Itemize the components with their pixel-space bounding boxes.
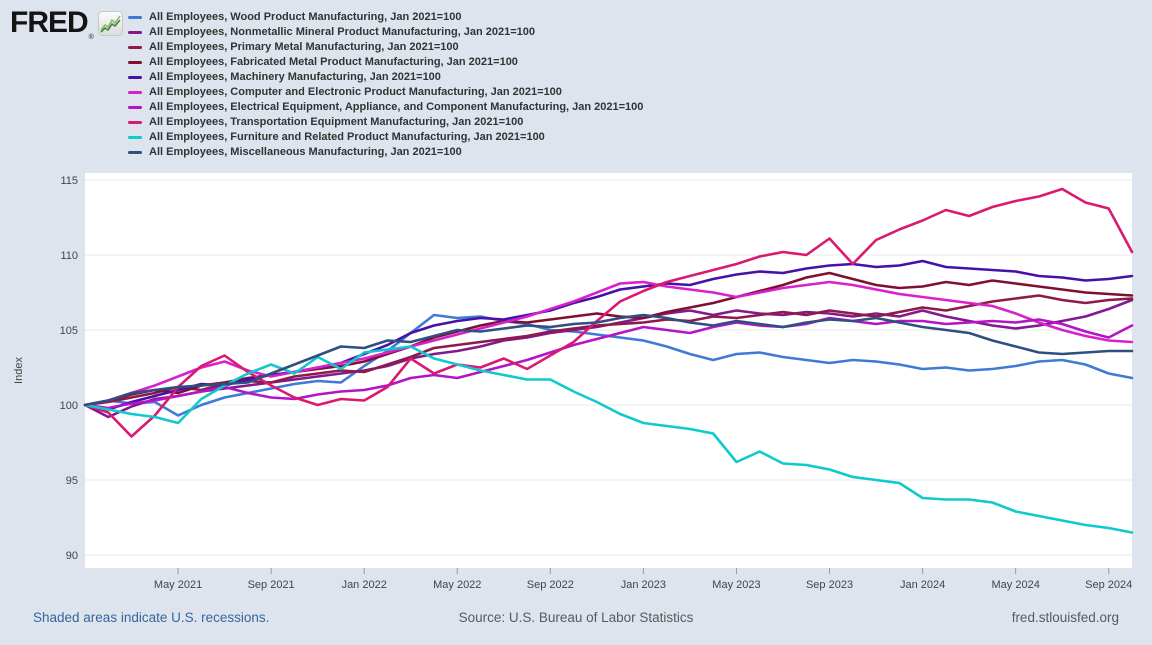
legend-label: All Employees, Primary Metal Manufacturi… <box>149 41 459 53</box>
y-axis-title: Index <box>13 357 25 384</box>
legend-label: All Employees, Electrical Equipment, App… <box>149 101 644 113</box>
series-line-computer-and-electronic-product-manufacturing <box>83 280 1134 407</box>
y-axis-tick-label: 110 <box>60 250 78 262</box>
legend-label: All Employees, Nonmetallic Mineral Produ… <box>149 26 536 38</box>
x-axis-tick-label: Jan 2022 <box>342 579 387 591</box>
y-axis-tick-label: 95 <box>66 475 78 487</box>
legend-swatch <box>128 106 142 109</box>
fred-logo-text: FRED <box>10 6 89 39</box>
fred-logo-registered-mark: ® <box>88 34 94 41</box>
legend-label: All Employees, Machinery Manufacturing, … <box>149 71 441 83</box>
series-line-furniture-and-related-product-manufacturing <box>83 345 1134 534</box>
legend-swatch <box>128 151 142 154</box>
chart-footer: Shaded areas indicate U.S. recessions. S… <box>0 603 1152 633</box>
series-line-electrical-equipment-appliance-and-component-manufacturing <box>83 316 1134 410</box>
y-axis-tick-label: 105 <box>60 325 78 337</box>
series-line-miscellaneous-manufacturing <box>83 313 1134 407</box>
x-axis-tick-label: Sep 2024 <box>1085 579 1132 591</box>
x-axis-tick-label: May 2022 <box>433 579 481 591</box>
recessions-note-link[interactable]: Shaded areas indicate U.S. recessions. <box>33 610 270 625</box>
x-axis-tick-label: May 2023 <box>712 579 760 591</box>
legend-item: All Employees, Wood Product Manufacturin… <box>128 10 643 25</box>
legend-swatch <box>128 31 142 34</box>
legend-label: All Employees, Miscellaneous Manufacturi… <box>149 146 462 158</box>
fred-logo-chart-icon <box>97 11 123 41</box>
legend-swatch <box>128 46 142 49</box>
legend-label: All Employees, Wood Product Manufacturin… <box>149 11 462 23</box>
fred-logo[interactable]: FRED ® <box>10 6 123 41</box>
legend-item: All Employees, Fabricated Metal Product … <box>128 55 643 70</box>
legend-item: All Employees, Furniture and Related Pro… <box>128 130 643 145</box>
series-line-primary-metal-manufacturing <box>83 294 1134 407</box>
y-axis-tick-label: 100 <box>60 400 78 412</box>
legend-swatch <box>128 76 142 79</box>
legend-item: All Employees, Transportation Equipment … <box>128 115 643 130</box>
y-axis-tick-label: 90 <box>66 550 78 562</box>
chart-legend: All Employees, Wood Product Manufacturin… <box>128 10 643 160</box>
legend-item: All Employees, Primary Metal Manufacturi… <box>128 40 643 55</box>
legend-swatch <box>128 121 142 124</box>
y-axis-tick-label: 115 <box>60 175 78 187</box>
legend-label: All Employees, Furniture and Related Pro… <box>149 131 545 143</box>
legend-label: All Employees, Fabricated Metal Product … <box>149 56 518 68</box>
legend-item: All Employees, Electrical Equipment, App… <box>128 100 643 115</box>
x-axis-tick-label: May 2021 <box>154 579 202 591</box>
legend-swatch <box>128 16 142 19</box>
legend-swatch <box>128 61 142 64</box>
x-axis-tick-label: Sep 2023 <box>806 579 853 591</box>
legend-item: All Employees, Nonmetallic Mineral Produ… <box>128 25 643 40</box>
legend-item: All Employees, Computer and Electronic P… <box>128 85 643 100</box>
x-axis-tick-label: May 2024 <box>992 579 1040 591</box>
legend-swatch <box>128 136 142 139</box>
legend-item: All Employees, Machinery Manufacturing, … <box>128 70 643 85</box>
source-text: Source: U.S. Bureau of Labor Statistics <box>458 610 694 625</box>
fred-site-text: fred.stlouisfed.org <box>1011 610 1119 625</box>
legend-label: All Employees, Transportation Equipment … <box>149 116 524 128</box>
x-axis-tick-label: Sep 2021 <box>248 579 295 591</box>
legend-label: All Employees, Computer and Electronic P… <box>149 86 562 98</box>
x-axis-tick-label: Jan 2023 <box>621 579 666 591</box>
legend-item: All Employees, Miscellaneous Manufacturi… <box>128 145 643 160</box>
legend-swatch <box>128 91 142 94</box>
plot-area <box>85 173 1132 568</box>
x-axis-tick-label: Sep 2022 <box>527 579 574 591</box>
x-axis-tick-label: Jan 2024 <box>900 579 945 591</box>
